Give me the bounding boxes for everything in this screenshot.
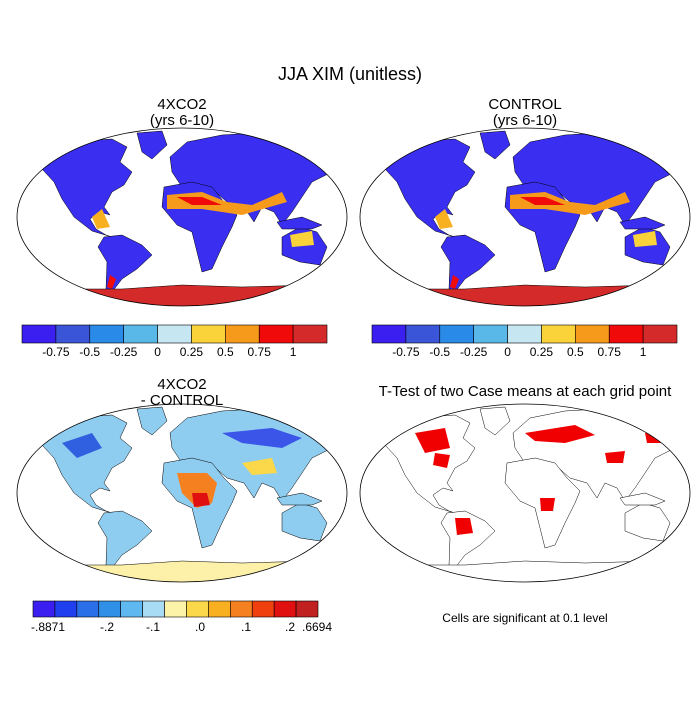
colorbar-box [273,600,297,618]
colorbar-box [142,600,165,618]
colorbar-label: 1 [640,345,647,359]
colorbar-label: .6694 [302,620,332,634]
colorbar-box [186,600,209,618]
colorbar-box [21,324,57,344]
colorbars: -0.75 -0.5 -0.25 0 0.25 0.5 0.75 1 -0.75 -0.5 -0.2… [21,324,678,634]
colorbar-label: 0.75 [248,345,272,359]
colorbar-box [164,600,187,618]
colorbar-label: -.8871 [31,620,65,634]
colorbar-label: 0.5 [217,345,234,359]
colorbar-label: 0 [154,345,161,359]
colorbar-box [230,600,253,618]
colorbar-box [292,324,328,344]
panel-title: 4XCO2 [157,376,206,393]
colorbar-label: -0.5 [79,345,100,359]
panel-subtitle: (yrs 6-10) [150,112,214,129]
colorbar-box [608,324,644,344]
colorbar-box [191,324,226,344]
colorbar-label: .2 [285,620,295,634]
colorbar-label: 0.25 [530,345,554,359]
colorbar-box [55,324,91,344]
colorbar-box [439,324,474,344]
colorbar-box [575,324,610,344]
colorbar-label: 0.5 [567,345,584,359]
colorbar-box [371,324,407,344]
colorbar-box [123,324,158,344]
colorbar-label: 0.25 [180,345,204,359]
note: Cells are significant at 0.1 level [442,611,607,625]
colorbar-box [98,600,121,618]
colorbar-label: 0 [504,345,511,359]
colorbar-label: -0.25 [460,345,488,359]
colorbar-box [54,600,78,618]
colorbar-label: -.1 [146,620,160,634]
colorbar-box [120,600,143,618]
panel-title: T-Test of two Case means at each grid po… [379,383,672,400]
colorbar-label: 1 [290,345,297,359]
panel-subtitle: - CONTROL [141,392,224,409]
colorbar-box [295,600,319,618]
map [16,127,348,307]
map [359,127,691,307]
colorbar-box [76,600,100,618]
colorbar-label: -0.75 [42,345,70,359]
map [359,403,691,583]
colorbar-box [642,324,678,344]
colorbar-label: 0.75 [598,345,622,359]
panel-title: 4XCO2 [157,96,206,113]
colorbar-label: .1 [241,620,251,634]
colorbar-box [157,324,192,344]
colorbar-box [473,324,508,344]
colorbar-box [541,324,576,344]
colorbar-label: -0.5 [429,345,450,359]
colorbar-box [251,600,275,618]
map [16,403,348,583]
colorbar-label: -0.75 [392,345,420,359]
colorbar-label: .0 [195,620,205,634]
figure-title: JJA XIM (unitless) [278,64,422,84]
colorbar-label: -.2 [100,620,114,634]
colorbar-box [225,324,260,344]
colorbar-box [258,324,294,344]
colorbar-box [89,324,124,344]
colorbar-box [208,600,231,618]
colorbar-box [32,600,56,618]
colorbar-box [405,324,441,344]
panel-title: CONTROL [488,96,561,113]
colorbar-box [507,324,542,344]
colorbar-label: -0.25 [110,345,138,359]
panel-subtitle: (yrs 6-10) [493,112,557,129]
